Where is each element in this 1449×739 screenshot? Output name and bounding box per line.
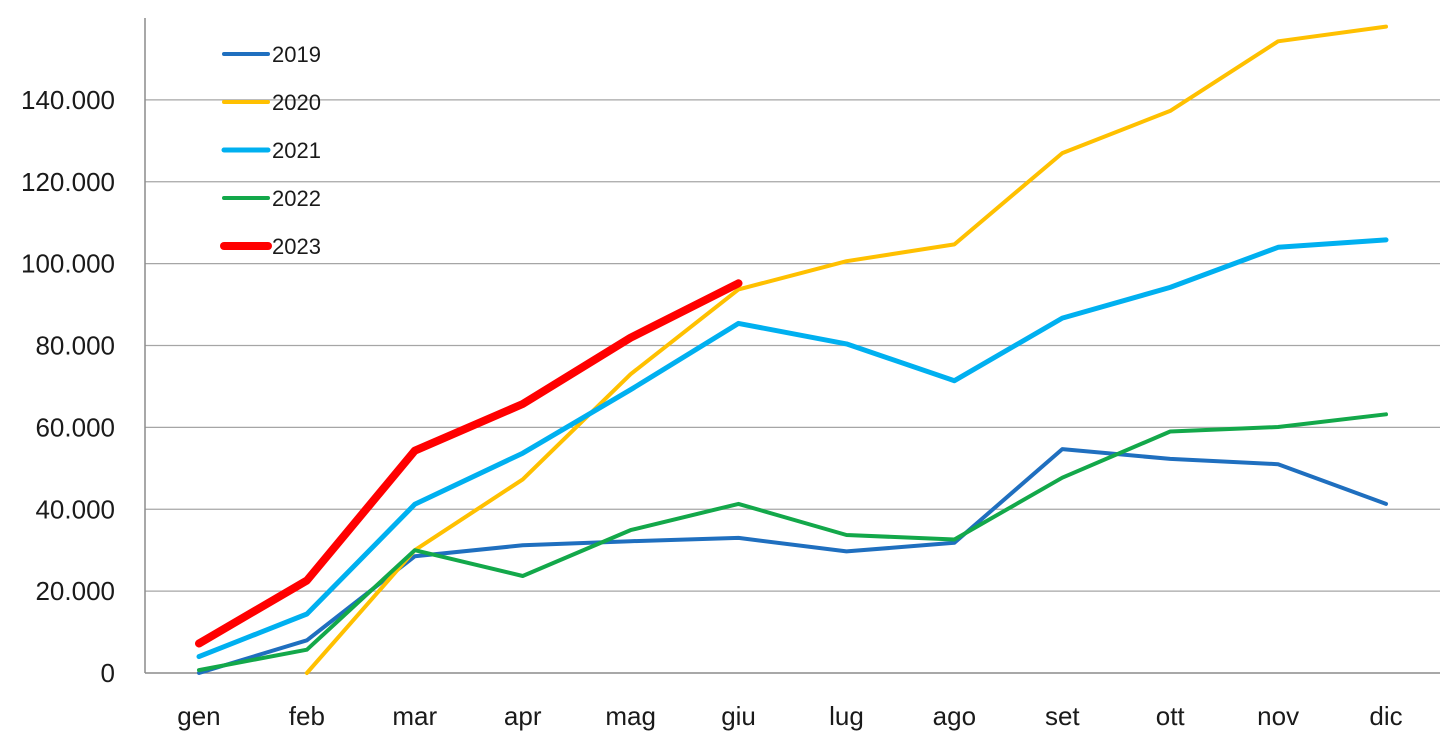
x-tick-label: dic xyxy=(1369,701,1402,731)
y-tick-label: 60.000 xyxy=(35,412,115,442)
y-tick-label: 0 xyxy=(101,658,115,688)
y-tick-label: 120.000 xyxy=(21,167,115,197)
x-axis-ticks: gen feb mar apr mag giu lug ago set ott nov dic xyxy=(177,701,1402,731)
x-tick-label: set xyxy=(1045,701,1080,731)
series-line-2019 xyxy=(197,447,1388,675)
legend-label: 2022 xyxy=(272,186,321,211)
x-tick-label: gen xyxy=(177,701,220,731)
x-tick-label: apr xyxy=(504,701,542,731)
x-tick-label: giu xyxy=(721,701,756,731)
legend: 2019 2020 2021 2022 2023 xyxy=(220,42,321,259)
x-tick-label: lug xyxy=(829,701,864,731)
x-tick-label: ott xyxy=(1156,701,1186,731)
y-tick-label: 40.000 xyxy=(35,494,115,524)
series-line-2022 xyxy=(197,412,1388,673)
y-axis-ticks: 0 20.000 40.000 60.000 80.000 100.000 120.000 1… xyxy=(21,85,115,688)
series-line-2020 xyxy=(304,24,1388,675)
legend-label: 2021 xyxy=(272,138,321,163)
gridlines xyxy=(145,99,1440,592)
series-line-2021 xyxy=(196,237,1389,660)
series-line-2023 xyxy=(195,279,743,648)
x-tick-label: mar xyxy=(392,701,437,731)
axes xyxy=(144,18,1440,674)
x-tick-label: ago xyxy=(933,701,976,731)
legend-label: 2019 xyxy=(272,42,321,67)
y-tick-label: 100.000 xyxy=(21,249,115,279)
x-tick-label: nov xyxy=(1257,701,1299,731)
y-tick-label: 80.000 xyxy=(35,331,115,361)
legend-label: 2020 xyxy=(272,90,321,115)
x-tick-label: feb xyxy=(289,701,325,731)
series-lines xyxy=(195,24,1389,675)
y-tick-label: 140.000 xyxy=(21,85,115,115)
y-tick-label: 20.000 xyxy=(35,576,115,606)
legend-label: 2023 xyxy=(272,234,321,259)
x-tick-label: mag xyxy=(605,701,656,731)
